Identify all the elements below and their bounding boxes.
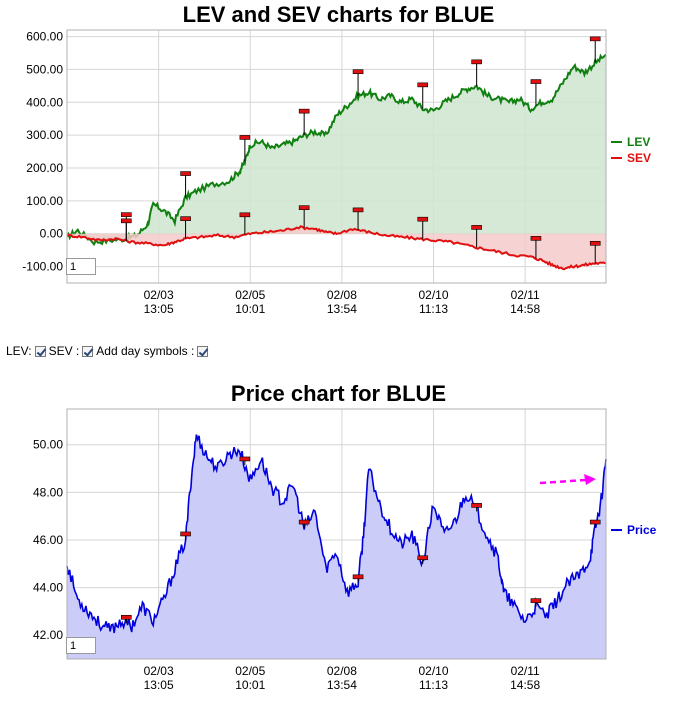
- lev-day-marker: [298, 108, 310, 114]
- price-ytick-label: 42.00: [33, 628, 63, 642]
- lev-sev-ytick-label: 100.00: [26, 194, 63, 208]
- sev-legend-label: SEV: [627, 151, 651, 165]
- sev-line: [66, 224, 607, 271]
- price-day-marker: [589, 519, 601, 525]
- lev-label: LEV:: [6, 344, 32, 358]
- price-xtick-date: 02/05: [235, 664, 265, 678]
- lev-sev-xtick-date: 02/08: [327, 288, 357, 302]
- lev-sev-ytick-label: 200.00: [26, 161, 63, 175]
- price-day-marker: [471, 503, 482, 508]
- day-symbols-label: Add day symbols :: [96, 344, 195, 358]
- lev-sev-chart[interactable]: 600.00 500.00 400.00 300.00 200.00 100.00 0.00…: [0, 0, 677, 330]
- lev-checkbox[interactable]: [34, 345, 46, 357]
- price-day-marker: [298, 519, 310, 525]
- chart-controls: LEV: SEV : Add day symbols :: [6, 344, 211, 358]
- lev-sev-xtick-time: 10:01: [235, 302, 265, 316]
- trend-arrow-shaft: [539, 478, 587, 485]
- lev-sev-ytick-label: 0.00: [40, 227, 64, 241]
- lev-sev-plot-border: [66, 29, 607, 284]
- lev-line: [66, 53, 607, 247]
- price-xtick-time: 14:58: [510, 678, 540, 692]
- lev-day-marker: [239, 135, 251, 140]
- price-xtick-time: 11:13: [419, 678, 448, 692]
- sev-label: SEV :: [48, 344, 80, 358]
- lev-day-marker: [589, 36, 601, 42]
- day-symbols-checkbox[interactable]: [197, 345, 209, 357]
- lev-area: [67, 54, 606, 245]
- lev-day-marker: [417, 82, 429, 88]
- sev-day-marker: [180, 216, 191, 221]
- sev-day-marker: [471, 225, 482, 230]
- price-day-marker: [352, 574, 364, 580]
- lev-sev-xtick-time: 11:13: [419, 302, 448, 316]
- lev-sev-ytick-label: 300.00: [26, 128, 63, 142]
- price-day-marker: [120, 614, 132, 620]
- lev-sev-chart-title: LEV and SEV charts for BLUE: [182, 2, 495, 27]
- price-xtick-date: 02/10: [419, 664, 449, 678]
- price-day-marker: [530, 598, 542, 603]
- price-day-marker: [239, 456, 251, 462]
- price-ytick-label: 46.00: [33, 533, 63, 547]
- lev-day-marker: [471, 59, 482, 65]
- lev-sev-ytick-label: 500.00: [26, 62, 63, 76]
- sev-day-marker: [120, 218, 132, 224]
- lev-sev-xtick-date: 02/03: [144, 288, 174, 302]
- lev-sev-ytick-label: -100.00: [22, 260, 63, 274]
- lev-legend-label: LEV: [627, 135, 650, 149]
- lev-sev-xtick-time: 14:58: [510, 302, 540, 316]
- price-xtick-time: 13:05: [144, 678, 174, 692]
- sev-area: [67, 226, 606, 270]
- price-line: [66, 434, 607, 634]
- price-xtick-time: 10:01: [235, 678, 265, 692]
- price-chart-title: Price chart for BLUE: [230, 381, 447, 406]
- price-xtick-date: 02/08: [327, 664, 357, 678]
- lev-sev-xtick-date: 02/05: [235, 288, 265, 302]
- lev-sev-xtick-time: 13:54: [327, 302, 357, 316]
- sev-day-marker: [589, 240, 601, 246]
- lev-sev-xtick-time: 13:05: [144, 302, 174, 316]
- lev-sev-xtick-date: 02/10: [419, 288, 449, 302]
- price-xtick-time: 13:54: [327, 678, 357, 692]
- lev-day-marker: [530, 79, 542, 84]
- sev-day-marker: [298, 205, 310, 210]
- price-xtick-date: 02/03: [144, 664, 174, 678]
- sev-day-marker: [417, 216, 429, 222]
- price-ytick-label: 48.00: [33, 485, 63, 499]
- lev-day-marker: [120, 212, 132, 217]
- sev-day-marker: [530, 236, 542, 241]
- lev-day-marker: [352, 69, 364, 75]
- price-ytick-label: 50.00: [33, 438, 63, 452]
- price-legend-label: Price: [627, 523, 657, 537]
- price-plot-border: [66, 408, 607, 660]
- price-day-marker: [417, 555, 429, 561]
- trend-arrow-icon: [584, 474, 596, 485]
- lev-sev-zoom-input[interactable]: 1: [66, 258, 96, 275]
- price-ytick-label: 44.00: [33, 581, 63, 595]
- sev-day-marker: [239, 212, 251, 218]
- sev-day-marker: [352, 207, 364, 213]
- lev-sev-ytick-label: 400.00: [26, 95, 63, 109]
- price-day-marker: [180, 531, 191, 537]
- price-xtick-date: 02/11: [511, 664, 540, 678]
- lev-sev-xtick-date: 02/11: [511, 288, 540, 302]
- lev-sev-ytick-label: 600.00: [26, 30, 63, 44]
- price-area: [67, 434, 606, 659]
- lev-day-marker: [180, 171, 191, 176]
- sev-checkbox[interactable]: [82, 345, 94, 357]
- price-zoom-input[interactable]: 1: [66, 637, 96, 654]
